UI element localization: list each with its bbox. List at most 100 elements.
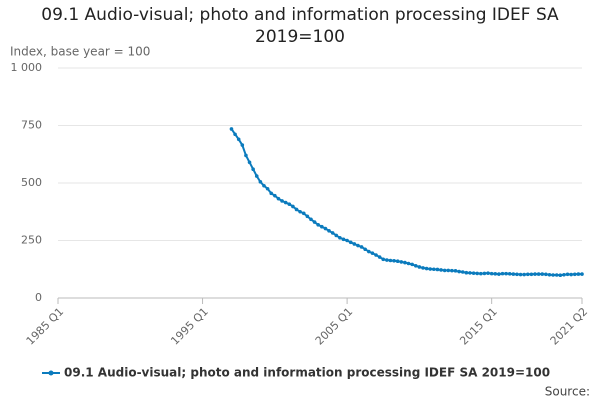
data-point xyxy=(327,229,331,233)
data-point xyxy=(417,265,422,269)
data-point xyxy=(276,196,281,201)
y-tick-label: 0 xyxy=(35,291,42,304)
data-point xyxy=(301,211,306,216)
chart-title: 09.1 Audio-visual; photo and information… xyxy=(41,5,559,47)
data-point xyxy=(432,267,436,272)
legend-marker xyxy=(48,370,54,376)
data-point xyxy=(565,272,570,277)
data-point xyxy=(403,260,407,265)
y-tick-label: 250 xyxy=(21,234,42,247)
data-point xyxy=(544,272,548,277)
data-point xyxy=(334,233,339,238)
legend-label: 09.1 Audio-visual; photo and information… xyxy=(64,366,550,380)
data-point xyxy=(518,272,523,277)
data-point xyxy=(525,272,530,277)
data-point xyxy=(540,272,545,276)
data-point xyxy=(551,273,555,277)
data-point xyxy=(236,137,241,142)
data-point xyxy=(406,261,411,266)
data-point xyxy=(558,273,563,278)
data-point xyxy=(515,272,519,277)
y-tick-label: 500 xyxy=(21,176,42,189)
data-point xyxy=(247,160,252,165)
data-point xyxy=(562,272,566,277)
data-point xyxy=(460,270,465,274)
data-point xyxy=(442,268,447,273)
data-point xyxy=(305,214,310,219)
data-point xyxy=(439,268,443,272)
data-point xyxy=(424,266,429,271)
data-point xyxy=(482,271,487,276)
data-point xyxy=(464,270,469,275)
data-point xyxy=(493,272,498,276)
data-point xyxy=(280,199,284,203)
data-point xyxy=(374,253,378,257)
x-tick-label: 1995 Q1 xyxy=(168,305,211,348)
data-point xyxy=(345,238,349,243)
x-tick-label: 1985 Q1 xyxy=(24,305,67,348)
y-axis-label: Index, base year = 100 xyxy=(10,45,150,59)
data-point xyxy=(265,186,270,191)
data-point xyxy=(233,132,237,137)
data-point xyxy=(363,247,367,252)
data-point xyxy=(381,257,386,262)
data-point xyxy=(273,193,277,198)
data-point xyxy=(341,237,346,242)
x-tick-label: 2015 Q1 xyxy=(457,305,500,348)
data-point xyxy=(240,143,245,147)
data-point xyxy=(269,191,274,196)
data-point xyxy=(388,258,393,263)
data-point xyxy=(453,269,458,273)
data-point xyxy=(569,272,573,277)
data-point xyxy=(580,272,584,276)
data-point xyxy=(352,242,357,246)
y-tick-label: 1 000 xyxy=(11,61,43,74)
data-point xyxy=(254,174,259,178)
data-point xyxy=(312,220,317,224)
data-point xyxy=(366,249,371,254)
data-point xyxy=(471,271,476,275)
data-point xyxy=(294,207,299,212)
data-point xyxy=(320,224,324,229)
data-point xyxy=(298,209,302,214)
data-point xyxy=(428,267,433,271)
data-point xyxy=(395,259,400,264)
data-point xyxy=(504,271,508,276)
data-point xyxy=(338,235,342,240)
data-point xyxy=(475,271,480,276)
data-point xyxy=(283,200,288,205)
data-point xyxy=(507,272,512,276)
data-point xyxy=(244,153,248,158)
data-point xyxy=(536,272,541,276)
data-point xyxy=(533,272,537,276)
data-point xyxy=(554,273,559,277)
data-point xyxy=(370,251,375,255)
data-point xyxy=(258,180,263,184)
data-point xyxy=(486,271,490,275)
data-point xyxy=(377,255,382,259)
data-point xyxy=(229,127,234,131)
data-point xyxy=(468,271,472,275)
data-point xyxy=(356,243,360,248)
data-point xyxy=(497,272,501,276)
data-point xyxy=(316,223,320,227)
data-point xyxy=(500,271,505,276)
data-point xyxy=(529,272,534,277)
data-point xyxy=(522,272,526,277)
data-point xyxy=(547,272,552,277)
data-point xyxy=(262,183,266,188)
data-point xyxy=(572,272,577,277)
data-point xyxy=(489,271,494,276)
data-point xyxy=(410,262,414,267)
data-point xyxy=(457,269,461,274)
data-point xyxy=(479,271,483,276)
data-point xyxy=(323,226,328,231)
x-tick-label: 2021 Q2 xyxy=(548,305,591,348)
data-point xyxy=(309,217,313,222)
data-point xyxy=(446,268,451,273)
x-tick-label: 2005 Q1 xyxy=(313,305,356,348)
data-point xyxy=(291,204,295,209)
data-point xyxy=(421,266,425,270)
data-point xyxy=(330,231,335,235)
